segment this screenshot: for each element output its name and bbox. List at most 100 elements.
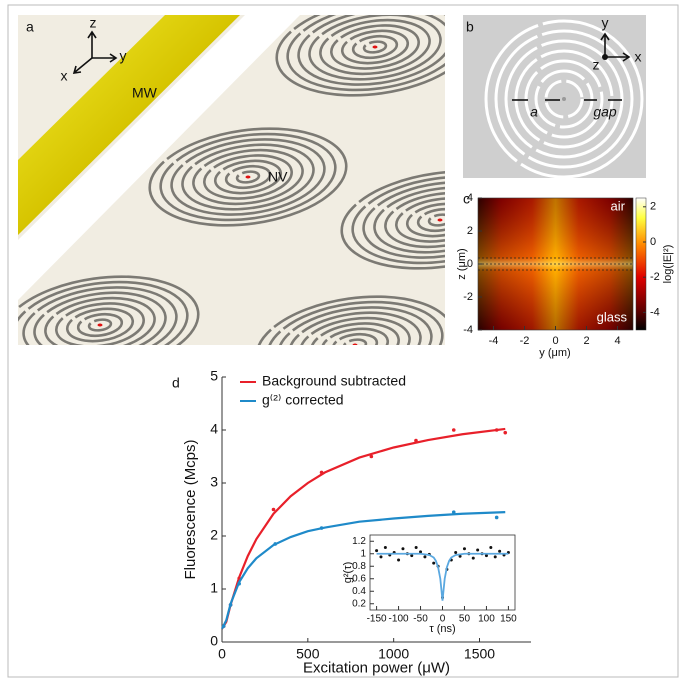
- data-point: [273, 542, 278, 546]
- grating-ring: [55, 302, 145, 345]
- data-point: [489, 546, 493, 549]
- grating-ring: [297, 15, 445, 86]
- grating-ring: [514, 49, 614, 149]
- nv-center: [437, 218, 443, 222]
- grating-ring: [524, 59, 604, 139]
- grating-ring: [18, 275, 200, 345]
- grating-top-view: [484, 19, 644, 179]
- x-tick-label: -4: [489, 335, 499, 347]
- data-point: [414, 546, 418, 549]
- axis-name: z: [90, 15, 97, 31]
- grating-ring: [288, 311, 422, 345]
- y-tick-label: -4: [463, 324, 473, 336]
- grating-ring: [351, 34, 399, 60]
- x-tick-label: 150: [500, 614, 517, 625]
- data-point: [476, 548, 480, 552]
- air-label: air: [611, 198, 626, 213]
- data-point: [375, 549, 379, 553]
- nv-center: [352, 343, 358, 345]
- x-axis-label: y (μm): [539, 347, 570, 359]
- data-point: [383, 546, 387, 549]
- data-point: [401, 547, 405, 551]
- colorbar-tick-label: 0: [650, 236, 656, 248]
- grating-ring: [331, 332, 379, 345]
- grating-ring: [275, 15, 445, 97]
- grating-ring: [319, 18, 431, 76]
- data-point: [498, 549, 502, 553]
- grating-ring: [484, 19, 644, 179]
- axis-name: y: [602, 15, 609, 31]
- grating-ring: [18, 280, 189, 345]
- grating-ring: [405, 202, 445, 238]
- y-tick-label: 0: [210, 633, 218, 649]
- data-point: [484, 554, 488, 558]
- grating-ring: [65, 307, 135, 343]
- data-point: [451, 510, 456, 514]
- grating-ring: [342, 338, 368, 345]
- x-tick-label: -100: [389, 614, 409, 625]
- nv-label: NV: [268, 169, 288, 185]
- x-tick-label: 0: [218, 645, 226, 661]
- legend-label: Background subtracted: [262, 373, 406, 389]
- gap-label: gap: [593, 104, 617, 120]
- microwave-line: [18, 15, 240, 235]
- x-tick-label: 0: [552, 335, 558, 347]
- grating-ring: [308, 15, 442, 81]
- data-point: [419, 550, 423, 554]
- data-point: [414, 438, 418, 443]
- grating-ring: [181, 143, 315, 211]
- x-tick-label: -150: [367, 614, 387, 625]
- gap-stripe: [18, 15, 300, 300]
- data-point: [319, 470, 324, 475]
- y-axis-label: z (μm): [456, 248, 468, 279]
- colorbar-label: log(|E|²): [662, 245, 674, 284]
- grating-ring: [266, 300, 444, 345]
- panel-label: b: [466, 19, 474, 35]
- grating-ring: [44, 296, 156, 345]
- grating-ring: [494, 29, 634, 169]
- y-axis-label: g²(τ): [342, 562, 354, 583]
- y-tick-label: 3: [210, 474, 218, 490]
- grating-ring: [544, 79, 584, 119]
- fit-line: [221, 511, 506, 630]
- data-point: [451, 428, 456, 432]
- y-axis-label: Fluorescence (Mcps): [182, 439, 199, 579]
- y-tick-label: 4: [467, 192, 473, 204]
- data-point: [369, 454, 374, 459]
- grating-ring: [504, 39, 624, 159]
- data-point: [494, 515, 499, 520]
- grating-ring: [159, 132, 337, 222]
- grating-ring: [22, 286, 178, 345]
- axis-name: z: [593, 57, 600, 73]
- x-tick-label: 50: [459, 614, 471, 625]
- data-point: [237, 581, 241, 586]
- x-tick-label: -50: [413, 614, 428, 625]
- grating-ring: [213, 159, 283, 195]
- y-tick-label: 2: [210, 527, 218, 543]
- panel-c-map: [478, 197, 647, 331]
- grating-ring: [384, 191, 445, 249]
- grating-ring: [277, 306, 433, 345]
- x-tick-label: -2: [520, 335, 530, 347]
- data-point: [432, 561, 436, 565]
- data-point: [221, 624, 226, 628]
- x-tick-label: 2: [583, 335, 589, 347]
- grating-ring: [362, 181, 445, 259]
- grating-ring: [534, 69, 594, 129]
- grating-ring: [76, 312, 124, 338]
- nv-center: [245, 175, 251, 179]
- legend-label: g⁽²⁾ corrected: [262, 392, 344, 408]
- axes-arrows-a: [72, 30, 631, 74]
- grating-ring: [33, 291, 167, 345]
- colorbar-tick-label: -2: [650, 271, 660, 283]
- grating-ring: [255, 295, 445, 345]
- grating-ring: [362, 40, 388, 54]
- axis-origin: [602, 54, 608, 60]
- colorbar-tick-label: 2: [650, 201, 656, 213]
- panel-label: c: [463, 191, 470, 207]
- data-point: [410, 554, 414, 558]
- grating-ring: [148, 127, 348, 227]
- data-point: [503, 430, 508, 435]
- data-point: [228, 603, 233, 607]
- grating-ring: [340, 170, 445, 270]
